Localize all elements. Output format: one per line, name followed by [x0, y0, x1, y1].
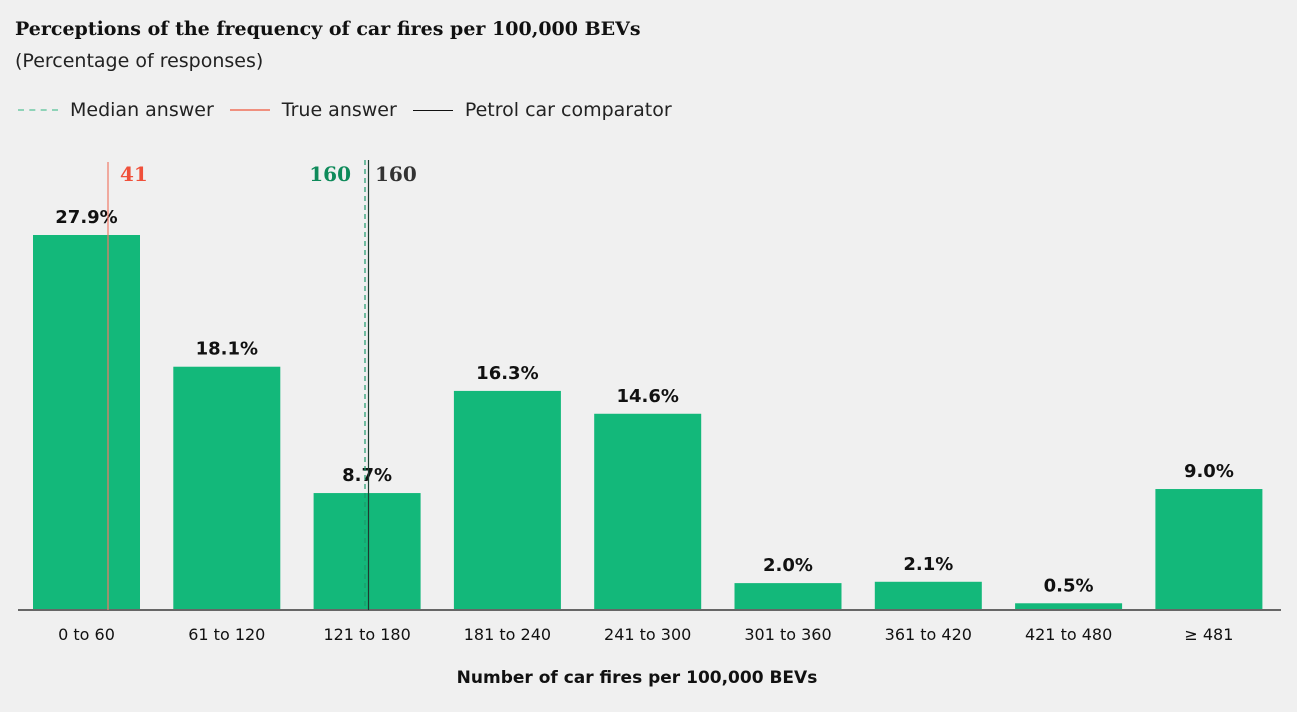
- bar: [1155, 489, 1263, 610]
- x-tick-label: ≥ 481: [1184, 625, 1233, 644]
- x-axis-title: Number of car fires per 100,000 BEVs: [457, 668, 818, 688]
- data-label: 14.6%: [616, 386, 678, 407]
- x-tick-label: 241 to 300: [604, 625, 691, 644]
- bar: [453, 390, 561, 610]
- x-tick-label: 361 to 420: [885, 625, 972, 644]
- legend-item-petrol: Petrol car comparator: [412, 99, 672, 121]
- true-answer-label: 41: [120, 162, 148, 186]
- x-tick-label: 61 to 120: [188, 625, 265, 644]
- bar: [1015, 603, 1123, 610]
- chart-title: Perceptions of the frequency of car fire…: [15, 18, 641, 40]
- data-label: 9.0%: [1184, 461, 1234, 482]
- data-label: 0.5%: [1044, 575, 1094, 596]
- bar: [734, 583, 842, 610]
- bar: [313, 493, 421, 610]
- data-label: 27.9%: [55, 207, 117, 228]
- x-tick-label: 301 to 360: [744, 625, 831, 644]
- petrol-comparator-label: 160: [375, 162, 417, 186]
- dashed-line-swatch-icon: [18, 109, 58, 111]
- data-label: 8.7%: [342, 465, 392, 486]
- data-label: 2.1%: [903, 554, 953, 575]
- legend-label: Petrol car comparator: [464, 99, 672, 121]
- legend-label: Median answer: [70, 99, 214, 121]
- bar: [874, 581, 982, 610]
- bar: [594, 413, 702, 610]
- chart-subtitle: (Percentage of responses): [15, 50, 264, 72]
- bar: [173, 366, 281, 610]
- x-tick-label: 181 to 240: [464, 625, 551, 644]
- x-tick-label: 0 to 60: [58, 625, 115, 644]
- legend-label: True answer: [281, 99, 397, 121]
- data-label: 16.3%: [476, 363, 538, 384]
- red-line-swatch-icon: [229, 109, 270, 111]
- data-label: 18.1%: [196, 339, 258, 360]
- legend-item-median: Median answer: [18, 99, 214, 121]
- bar: [33, 235, 140, 610]
- legend-item-true: True answer: [229, 99, 397, 121]
- x-tick-label: 421 to 480: [1025, 625, 1112, 644]
- data-label: 2.0%: [763, 555, 813, 576]
- x-tick-label: 121 to 180: [323, 625, 410, 644]
- legend: Median answer True answer Petrol car com…: [18, 99, 688, 121]
- median-answer-label: 160: [309, 162, 351, 186]
- black-line-swatch-icon: [412, 109, 453, 111]
